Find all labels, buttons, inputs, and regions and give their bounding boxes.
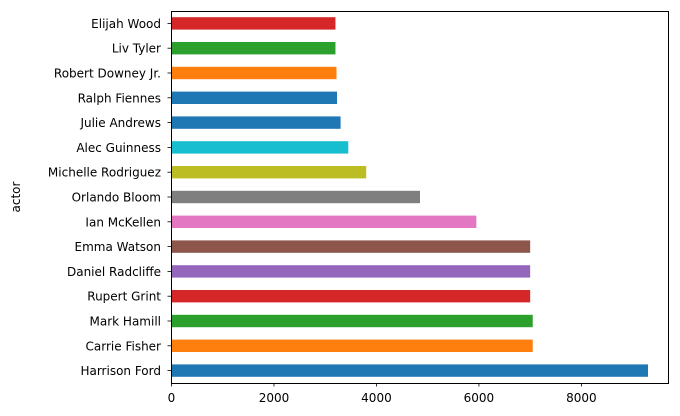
bar-daniel-radcliffe	[171, 265, 531, 278]
bar-mark-hamill	[171, 314, 533, 328]
y-tick-label: Robert Downey Jr.	[54, 67, 161, 81]
bar-ian-mckellen	[171, 215, 477, 228]
bar-alec-guinness	[171, 141, 349, 154]
bar-robert-downey-jr	[171, 66, 337, 80]
bar-carrie-fisher	[171, 339, 533, 352]
bar-rupert-grint	[171, 290, 531, 303]
bar-emma-watson	[171, 240, 531, 253]
y-axis-label: actor	[9, 181, 23, 212]
bar-orlando-bloom	[171, 190, 420, 204]
y-tick-label: Elijah Wood	[91, 17, 161, 31]
y-tick-label: Ralph Fiennes	[78, 91, 161, 105]
bar-harrison-ford	[171, 364, 649, 377]
y-tick-label: Harrison Ford	[80, 364, 161, 378]
y-tick-label: Rupert Grint	[87, 290, 161, 304]
x-tick-label: 4000	[361, 391, 392, 405]
x-tick-label: 2000	[259, 391, 290, 405]
x-tick-label: 6000	[464, 391, 495, 405]
y-tick-label: Ian McKellen	[85, 215, 161, 229]
y-tick-label: Alec Guinness	[76, 141, 161, 155]
y-tick-label: Michelle Rodriguez	[48, 166, 161, 180]
y-tick-label: Julie Andrews	[79, 116, 161, 130]
x-tick-label: 8000	[566, 391, 597, 405]
y-tick-label: Carrie Fisher	[86, 339, 162, 353]
x-tick-label: 0	[168, 391, 176, 405]
y-tick-label: Emma Watson	[75, 240, 161, 254]
plot-frame	[171, 11, 669, 384]
bars-layer	[171, 17, 649, 377]
bar-elijah-wood	[171, 17, 336, 30]
x-ticks: 0 2000 4000 6000 8000	[168, 383, 597, 405]
bar-julie-andrews	[171, 116, 341, 129]
bar-ralph-fiennes	[171, 91, 337, 104]
bar-michelle-rodriguez	[171, 166, 367, 179]
y-tick-label: Liv Tyler	[112, 42, 161, 56]
y-tick-labels: Harrison Ford Carrie Fisher Mark Hamill Rup…	[48, 17, 171, 378]
y-tick-label: Daniel Radcliffe	[67, 265, 161, 279]
bar-liv-tyler	[171, 42, 336, 55]
y-tick-label: Orlando Bloom	[72, 191, 161, 205]
y-tick-label: Mark Hamill	[90, 315, 161, 329]
